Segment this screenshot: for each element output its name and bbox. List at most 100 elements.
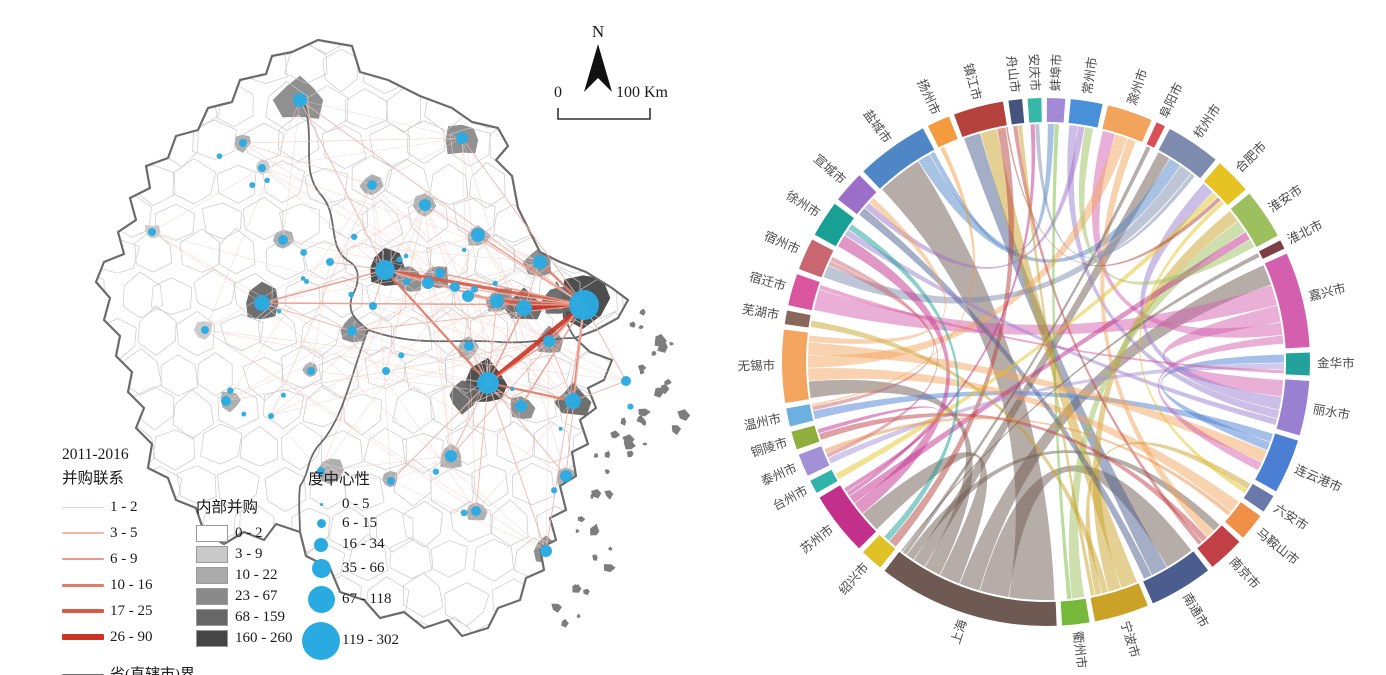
chord-city-label: 淮北市	[1285, 217, 1325, 247]
scale-bar-bracket	[557, 108, 651, 120]
chord-arc	[1158, 128, 1216, 179]
chord-arc	[1258, 240, 1285, 259]
chord-city-label: 常州市	[1079, 56, 1100, 95]
chord-arc	[1008, 99, 1025, 125]
chord-arc	[1225, 502, 1261, 538]
chord-arc	[1102, 105, 1152, 143]
chord-city-label: 宁波市	[1118, 619, 1143, 659]
legend-degree-row: 35 - 66	[300, 556, 450, 582]
chord-arc	[798, 446, 830, 476]
chord-arc	[1046, 98, 1066, 123]
chord-arc	[1143, 551, 1209, 604]
chord-arc	[1264, 253, 1310, 349]
legend-internal-label: 160 - 260	[235, 630, 293, 646]
chord-city-label: 温州市	[743, 410, 783, 433]
chord-arc	[784, 310, 811, 328]
legend-degree-label: 0 - 5	[342, 496, 370, 512]
coastal-islands	[551, 308, 691, 628]
north-label: N	[591, 22, 605, 41]
legend-degree-row: 67 - 118	[300, 582, 450, 618]
legend-internal-label: 3 - 9	[235, 546, 263, 562]
legend-link-label: 26 - 90	[110, 628, 153, 645]
chord-ribbons	[807, 124, 1285, 601]
chord-arc	[954, 101, 1007, 138]
scale-start: 0	[554, 84, 562, 101]
chord-arc	[1027, 98, 1042, 123]
chord-city-label: 蚌埠市	[1048, 53, 1064, 91]
legend-internal-row: 0 - 2	[196, 524, 326, 544]
legend-degree-row: 16 - 34	[300, 534, 450, 556]
chord-city-label: 宿州市	[762, 228, 802, 257]
chord-city-label: 台州市	[770, 482, 810, 513]
chord-city-label: 连云港市	[1292, 461, 1344, 495]
chord-city-label: 扬州市	[914, 77, 943, 117]
chord-city-label: 马鞍山市	[1253, 525, 1301, 568]
legend-internal-label: 68 - 159	[235, 609, 285, 625]
scale-bar: 0 100 Km	[548, 84, 668, 122]
chord-arc	[1197, 525, 1240, 567]
chord-arc	[1230, 193, 1278, 247]
chord-city-label: 泰州市	[759, 460, 799, 488]
legend-province-boundary-label: 省(直辖市)界	[110, 666, 195, 675]
legend-link-row: 26 - 90	[62, 624, 212, 650]
legend-link-label: 17 - 25	[110, 602, 153, 619]
legend-internal-label: 10 - 22	[235, 567, 278, 583]
legend-link-row: 1 - 2	[62, 494, 212, 520]
legend-link-row: 6 - 9	[62, 546, 212, 572]
chord-arc	[819, 485, 877, 549]
chord-arc	[1285, 352, 1310, 376]
legend-internal-row: 23 - 67	[196, 587, 326, 607]
chord-arc	[862, 534, 896, 568]
chord-city-label: 铜陵市	[749, 434, 789, 459]
chord-city-label: 衢州市	[1070, 630, 1089, 669]
chord-arc	[786, 404, 814, 427]
chord-city-label: 镇江市	[961, 62, 985, 102]
north-arrow: N	[568, 22, 628, 102]
legend-link-row: 17 - 25	[62, 598, 212, 624]
ma-flow-map-panel: N 0 100 Km 2011-2016 并购联系 1 - 2	[62, 22, 691, 675]
legend-internal-row: 68 - 159	[196, 608, 326, 628]
legend-link-label: 1 - 2	[110, 498, 138, 515]
chord-city-label: 淮安市	[1265, 182, 1304, 215]
legend-links: 2011-2016 并购联系 1 - 2 3 - 5 6 - 9 10 - 16…	[62, 447, 212, 675]
region-outline	[94, 38, 630, 638]
chord-city-label: 芜湖市	[741, 301, 781, 322]
chord-arc	[1203, 163, 1246, 206]
chord-city-arcs	[781, 98, 1310, 627]
degree-centrality-nodes	[148, 93, 634, 557]
legend-link-label: 10 - 16	[110, 576, 153, 593]
chord-city-label: 宿迁市	[748, 269, 788, 294]
chord-arc	[1243, 483, 1274, 512]
chord-arc	[1255, 433, 1299, 492]
chord-arc	[781, 329, 809, 404]
legend-degree-title: 度中心性	[308, 471, 371, 488]
legend-link-row: 10 - 16	[62, 572, 212, 598]
chord-arc	[814, 203, 854, 247]
chord-city-label: 丽水市	[1312, 401, 1352, 422]
legend-link-row: 3 - 5	[62, 520, 212, 546]
chord-city-label: 合肥市	[1232, 138, 1269, 175]
chord-city-label: 杭州市	[1190, 101, 1223, 140]
chord-arc	[884, 551, 1057, 627]
north-arrow-icon	[584, 44, 612, 92]
chord-city-label: 安庆市	[1026, 53, 1043, 91]
chord-city-label: 绍兴市	[835, 560, 871, 598]
legend-internal-row: 160 - 260	[196, 629, 326, 649]
chord-arc	[810, 469, 838, 493]
chord-diagram-panel: 安庆市 蚌埠市 常州市 滁州市 阜阳市 杭州市 合肥市 淮安市 淮北市 嘉兴市 金华市 丽水市 连云港市…	[700, 0, 1386, 675]
legend-province-boundary: 省(直辖市)界	[62, 662, 212, 675]
chord-city-label: 徐州市	[783, 187, 823, 220]
chord-city-label: 苏州市	[797, 522, 836, 557]
chord-arc	[791, 425, 820, 450]
ma-link-lines	[151, 99, 627, 552]
legend-internal-label: 23 - 67	[235, 588, 278, 604]
legend-internal-label: 0 - 2	[235, 525, 263, 541]
chord-city-label: 金华市	[1317, 355, 1355, 370]
legend-degree-label: 6 - 15	[342, 515, 377, 531]
legend-degree-label: 35 - 66	[342, 560, 385, 576]
chord-city-label: 舟山市	[1004, 55, 1023, 94]
legend-internal-ma: 内部并购 0 - 2 3 - 9 10 - 22 23 - 67 68 - 15…	[196, 500, 326, 650]
legend-degree-row: 6 - 15	[300, 514, 450, 534]
chord-city-label: 滁州市	[1124, 67, 1150, 107]
